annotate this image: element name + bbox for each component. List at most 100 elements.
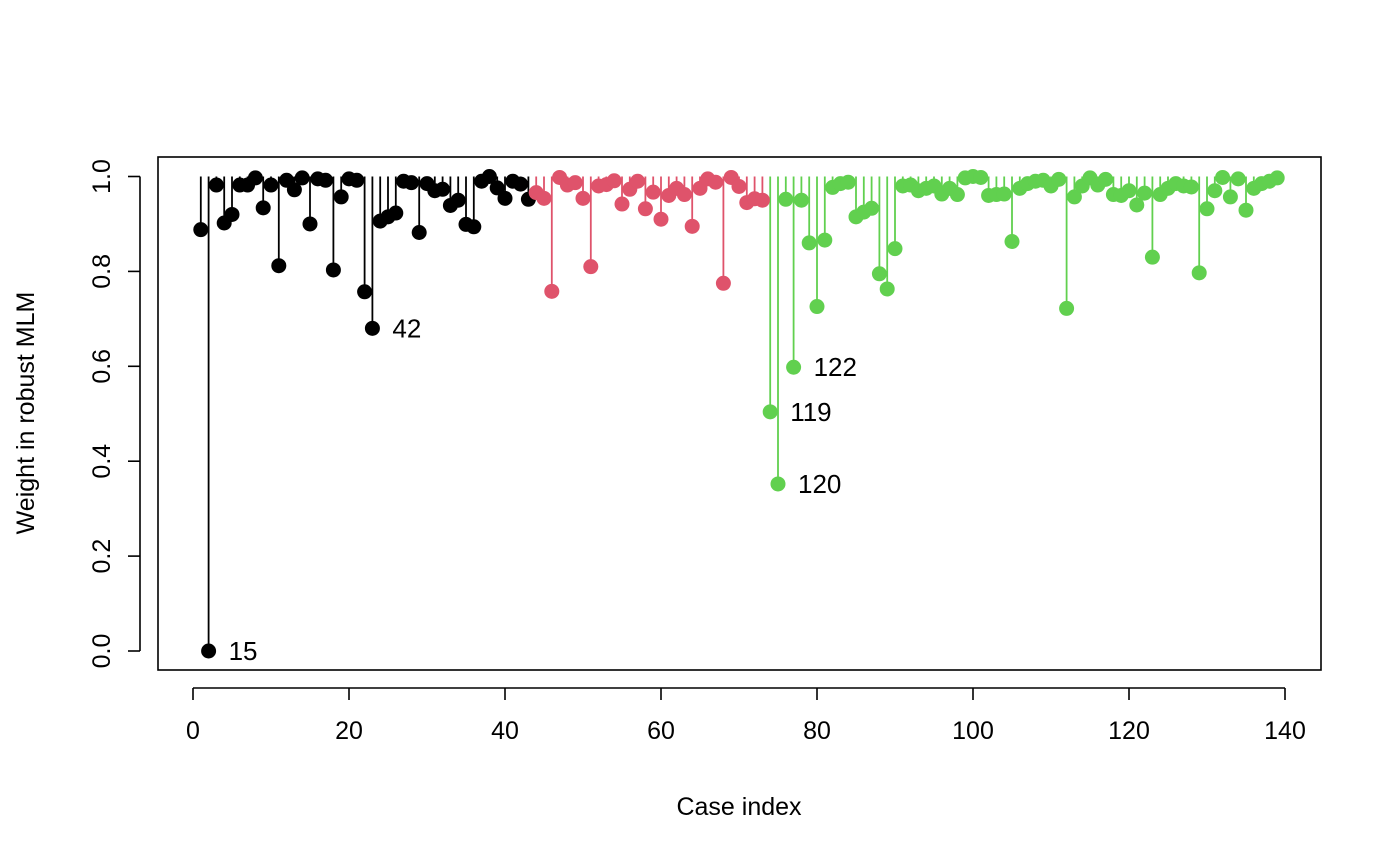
data-point (879, 281, 895, 297)
data-point (325, 262, 341, 278)
data-point (949, 187, 965, 203)
y-tick-label: 0.2 (88, 539, 116, 574)
data-point (1238, 202, 1254, 218)
data-point (489, 180, 505, 196)
data-point (1144, 249, 1160, 265)
data-point (271, 258, 287, 274)
data-point (286, 182, 302, 198)
point-annotation: 120 (798, 469, 841, 499)
data-point (263, 177, 279, 193)
data-point (544, 283, 560, 299)
x-tick-label: 20 (335, 717, 363, 745)
plot-frame (157, 156, 1322, 671)
data-point (255, 200, 271, 216)
x-tick-label: 60 (647, 717, 675, 745)
data-point (1004, 234, 1020, 250)
x-axis-title: Case index (676, 793, 802, 821)
data-point (887, 241, 903, 257)
point-label-layer: 15 42 122 119 120 (229, 313, 857, 666)
y-tick-label: 0.0 (88, 634, 116, 669)
data-point (708, 174, 724, 190)
data-point (567, 175, 583, 191)
data-point (840, 174, 856, 190)
data-point (536, 190, 552, 206)
point-annotation: 122 (814, 352, 857, 382)
data-point (809, 299, 825, 315)
data-point (864, 200, 880, 216)
data-point (1137, 185, 1153, 201)
data-point (614, 196, 630, 212)
y-tick-label: 0.8 (88, 254, 116, 289)
data-point (817, 232, 833, 248)
x-tick-label: 0 (186, 717, 200, 745)
data-point (1129, 197, 1145, 213)
data-point (1098, 171, 1114, 187)
point-annotation: 15 (229, 636, 258, 666)
data-point (1183, 179, 1199, 195)
data-point (450, 192, 466, 208)
data-point (294, 170, 310, 186)
data-point (1215, 169, 1231, 185)
data-point (575, 190, 591, 206)
x-axis: 0 20 40 60 80 100 120 140 (186, 687, 1306, 745)
data-point (403, 175, 419, 191)
data-point (778, 191, 794, 207)
data-point (793, 192, 809, 208)
data-point (1269, 170, 1285, 186)
data-point (762, 404, 778, 420)
y-axis: 0.0 0.2 0.4 0.6 0.8 1.0 (88, 159, 141, 669)
x-tick-label: 120 (1108, 717, 1150, 745)
data-point (801, 235, 817, 251)
x-tick-label: 40 (491, 717, 519, 745)
data-point (1207, 183, 1223, 199)
x-tick-label: 80 (803, 717, 831, 745)
data-point (302, 216, 318, 232)
y-tick-label: 0.4 (88, 444, 116, 479)
data-point (208, 177, 224, 193)
data-point (653, 211, 669, 227)
data-point (645, 184, 661, 200)
data-point (637, 201, 653, 217)
x-tick-label: 100 (952, 717, 994, 745)
data-point (466, 219, 482, 235)
data-point (333, 189, 349, 205)
data-point (684, 218, 700, 234)
data-point (318, 172, 334, 188)
data-point (731, 178, 747, 194)
data-point (364, 320, 380, 336)
data-point (411, 224, 427, 240)
data-point (481, 169, 497, 184)
data-point (973, 169, 989, 185)
data-point (435, 181, 451, 197)
data-point (1059, 300, 1075, 316)
data-point (388, 205, 404, 221)
data-point (770, 476, 786, 492)
data-point (1051, 171, 1067, 187)
data-point (583, 259, 599, 275)
data-point (996, 186, 1012, 202)
data-point (606, 173, 622, 189)
x-tick-label: 140 (1264, 717, 1306, 745)
point-layer (193, 169, 1285, 659)
data-point (715, 275, 731, 291)
data-point (193, 222, 209, 238)
point-annotation: 119 (790, 397, 831, 427)
data-point (357, 284, 373, 300)
data-point (1230, 171, 1246, 187)
data-point (349, 172, 365, 188)
data-point (786, 359, 802, 375)
point-annotation: 42 (392, 313, 421, 343)
data-point (1066, 189, 1082, 205)
data-point (247, 170, 263, 186)
data-point (497, 190, 513, 206)
data-point (1199, 201, 1215, 217)
data-point (1222, 189, 1238, 205)
data-point (201, 643, 217, 659)
data-point (871, 266, 887, 282)
data-point (224, 206, 240, 222)
data-point (513, 176, 529, 192)
data-point (1121, 183, 1137, 199)
y-tick-label: 0.6 (88, 349, 116, 384)
